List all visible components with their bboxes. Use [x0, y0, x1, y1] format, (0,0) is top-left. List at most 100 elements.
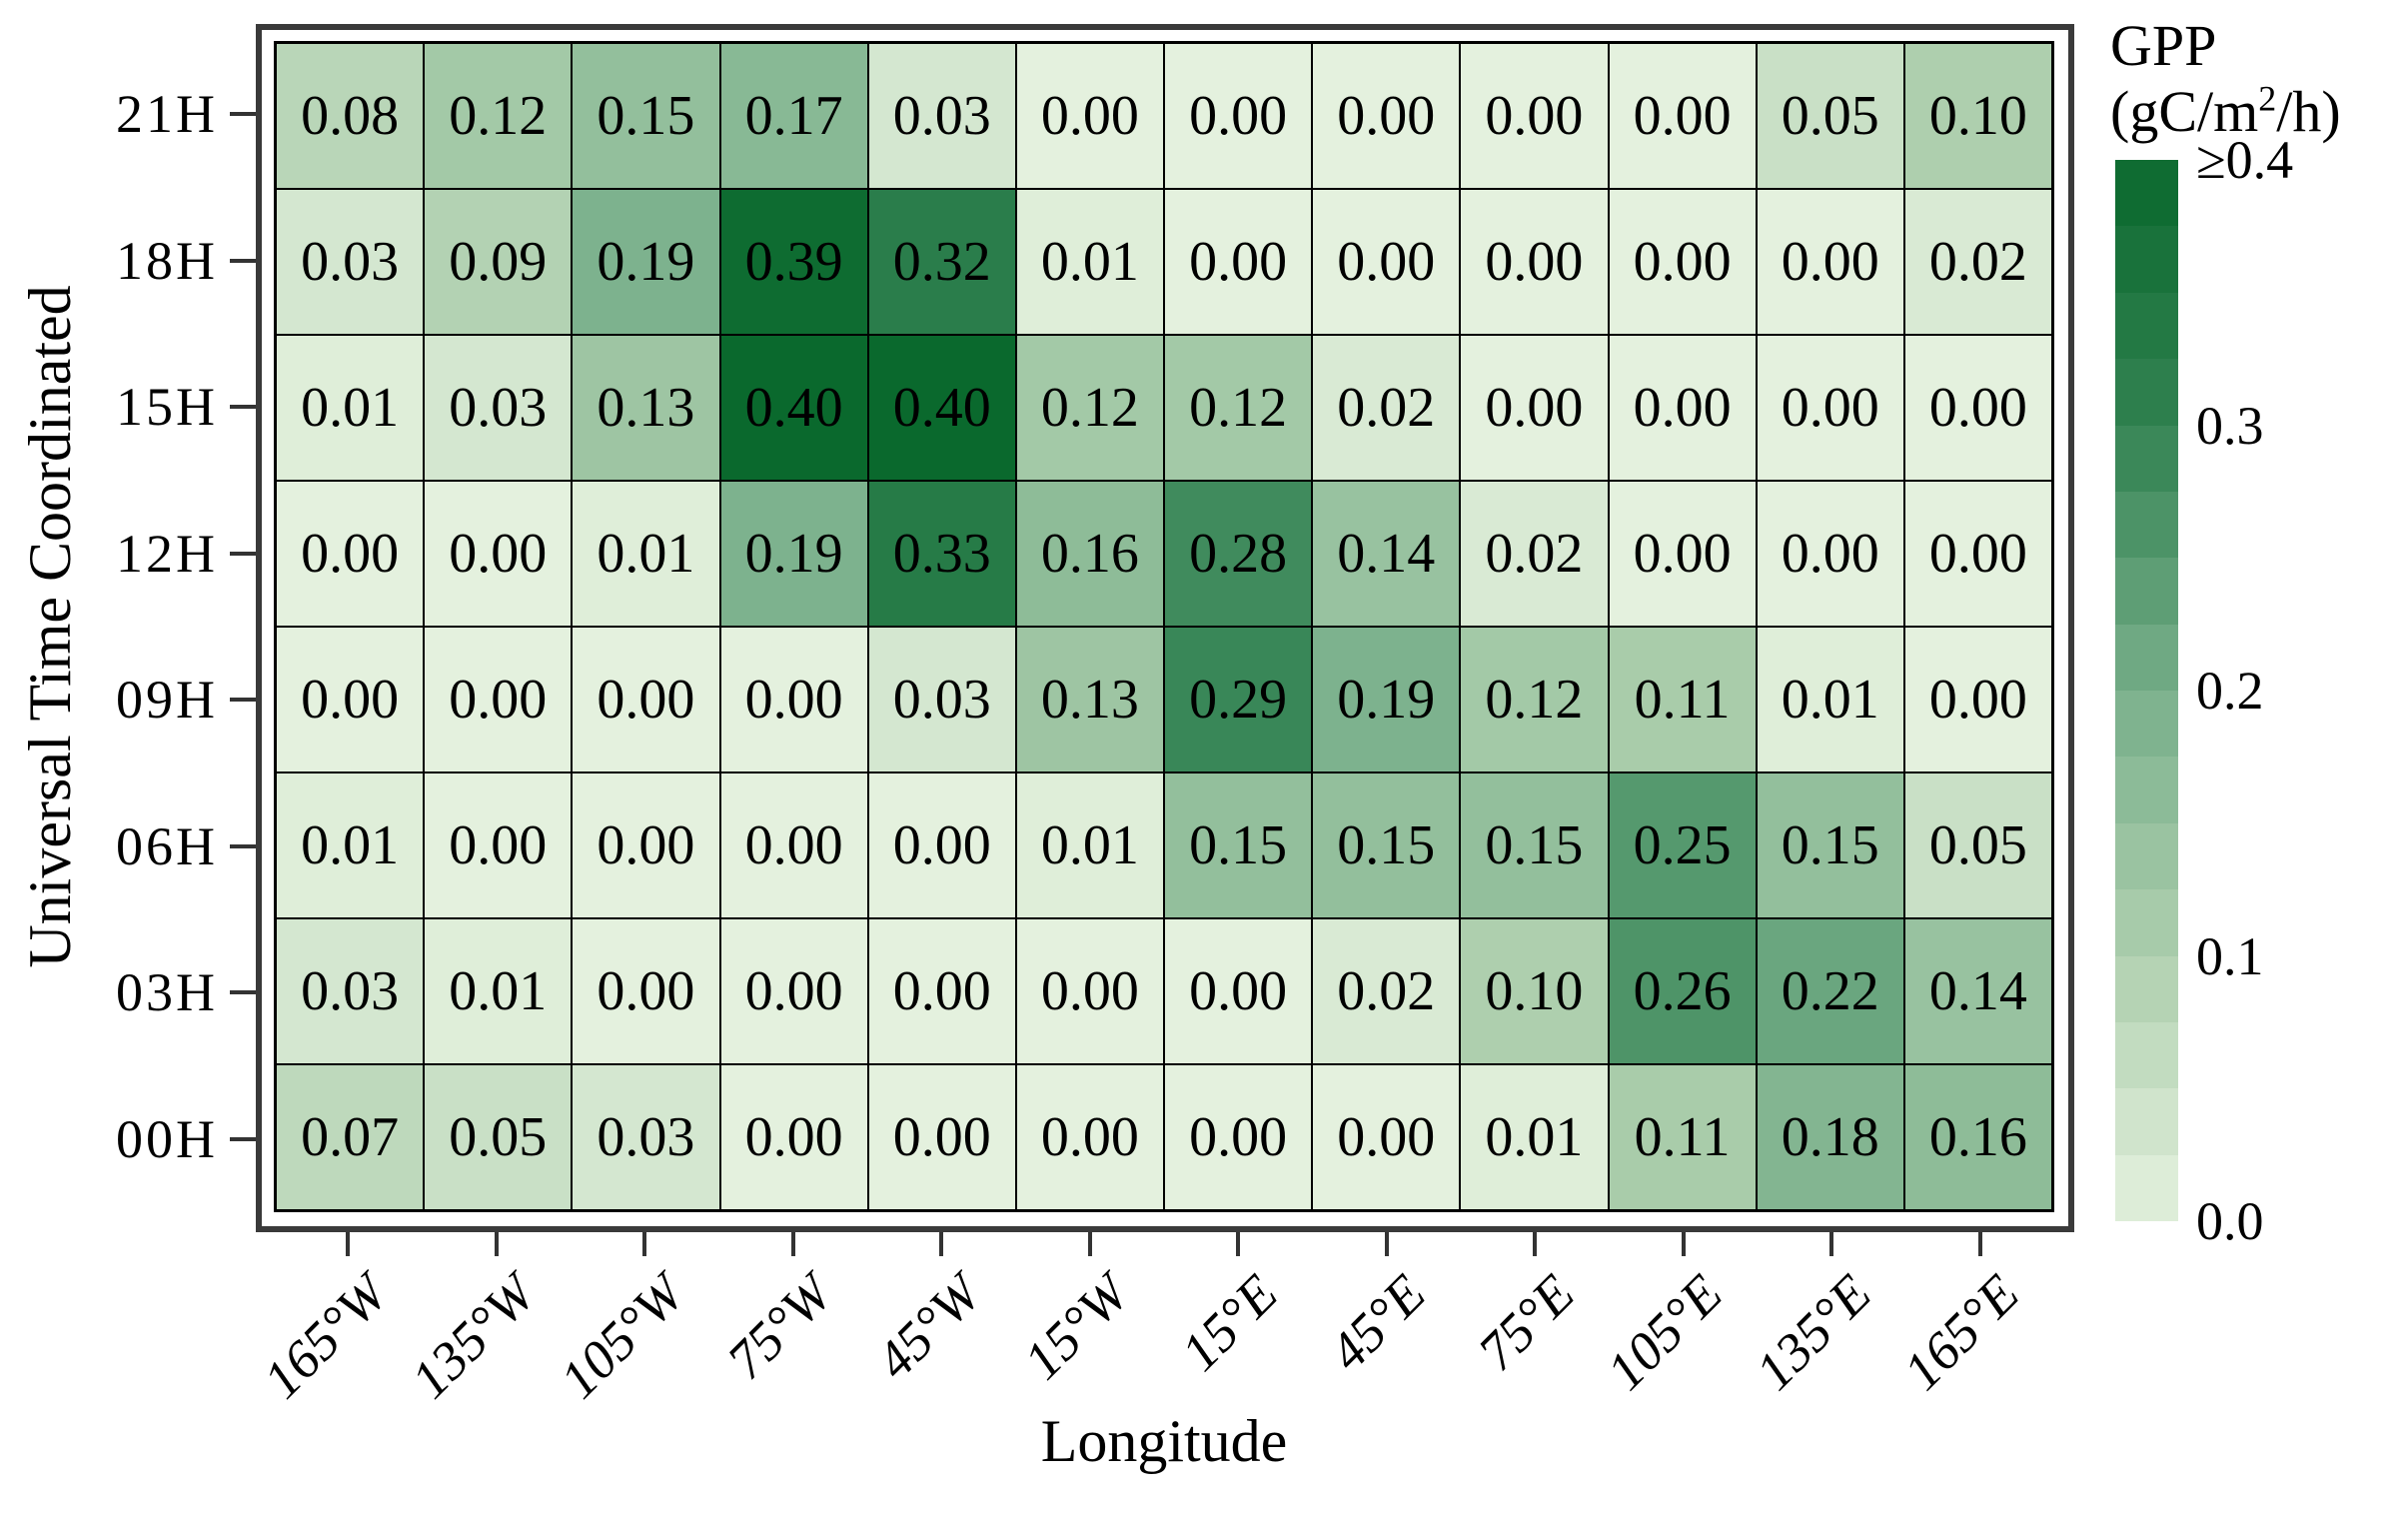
y-tick-label: 03H	[116, 962, 218, 1023]
heatmap-cell: 0.13	[572, 335, 720, 481]
heatmap-cell: 0.13	[1015, 627, 1164, 772]
heatmap-cell: 0.02	[1312, 918, 1461, 1064]
y-tick-label: 12H	[116, 523, 218, 584]
heatmap-cell: 0.19	[1312, 627, 1461, 772]
colorbar-step	[2115, 822, 2178, 890]
colorbar-step	[2115, 1154, 2178, 1221]
x-tick-label: 45°E	[1317, 1262, 1438, 1383]
y-tick-mark	[230, 1136, 256, 1141]
heatmap-cell: 0.01	[1460, 1064, 1609, 1210]
heatmap-cell: 0.15	[1460, 772, 1609, 918]
heatmap-cell: 0.00	[1460, 189, 1609, 335]
heatmap-cell: 0.14	[1312, 481, 1461, 627]
x-tick-label: 135°W	[400, 1262, 548, 1410]
x-tick-mark	[1977, 1232, 1982, 1256]
heatmap-cell: 0.01	[276, 772, 425, 918]
heatmap-cell: 0.02	[1460, 481, 1609, 627]
heatmap-cell: 0.19	[719, 481, 868, 627]
heatmap-cell: 0.01	[424, 918, 573, 1064]
colorbar-step	[2115, 226, 2178, 293]
heatmap-cell: 0.00	[1903, 481, 2052, 627]
heatmap-cell: 0.40	[867, 335, 1016, 481]
x-tick-label: 105°W	[548, 1262, 695, 1410]
heatmap-cell: 0.00	[1015, 43, 1164, 189]
x-tick-mark	[1681, 1232, 1686, 1256]
heatmap-cell: 0.00	[1164, 918, 1313, 1064]
heatmap-cell: 0.14	[1903, 918, 2052, 1064]
x-tick-mark	[1829, 1232, 1834, 1256]
colorbar-step	[2115, 1088, 2178, 1155]
colorbar-step	[2115, 425, 2178, 492]
heatmap-cell: 0.03	[867, 627, 1016, 772]
heatmap-cell: 0.00	[424, 772, 573, 918]
x-axis-title: Longitude	[1040, 1408, 1288, 1474]
heatmap-cell: 0.00	[1903, 627, 2052, 772]
colorbar-step	[2115, 491, 2178, 559]
heatmap-cell: 0.01	[572, 481, 720, 627]
y-tick-mark	[230, 112, 256, 117]
heatmap-cell: 0.18	[1756, 1064, 1904, 1210]
colorbar-step	[2115, 292, 2178, 360]
heatmap-cell: 0.32	[867, 189, 1016, 335]
heatmap-cell: 0.03	[867, 43, 1016, 189]
x-tick-label: 165°E	[1891, 1262, 2031, 1402]
heatmap-cell: 0.12	[1015, 335, 1164, 481]
heatmap-cell: 0.00	[1312, 43, 1461, 189]
heatmap-cell: 0.03	[572, 1064, 720, 1210]
heatmap-cell: 0.02	[1903, 189, 2052, 335]
heatmap-cell: 0.01	[276, 335, 425, 481]
y-tick-label: 15H	[116, 377, 218, 438]
colorbar	[2115, 160, 2178, 1221]
colorbar-tick-label: ≥0.4	[2196, 130, 2294, 190]
colorbar-step	[2115, 359, 2178, 426]
heatmap-cell: 0.00	[867, 1064, 1016, 1210]
heatmap-cell: 0.39	[719, 189, 868, 335]
colorbar-tick-label: 0.3	[2196, 395, 2264, 456]
heatmap-cell: 0.00	[1756, 189, 1904, 335]
y-tick-label: 21H	[116, 84, 218, 145]
heatmap-cell: 0.00	[1460, 43, 1609, 189]
x-tick-label: 105°E	[1595, 1262, 1735, 1402]
colorbar-title: GPP (gC/m2/h)	[2110, 13, 2341, 145]
heatmap-cell: 0.00	[1903, 335, 2052, 481]
heatmap-cell: 0.22	[1756, 918, 1904, 1064]
heatmap-cell: 0.10	[1460, 918, 1609, 1064]
heatmap-cell: 0.00	[1608, 335, 1757, 481]
heatmap-cell: 0.16	[1903, 1064, 2052, 1210]
heatmap-cell: 0.15	[1164, 772, 1313, 918]
heatmap-cell: 0.01	[1756, 627, 1904, 772]
heatmap-cell: 0.00	[1164, 43, 1313, 189]
colorbar-step	[2115, 889, 2178, 956]
x-tick-mark	[1533, 1232, 1538, 1256]
heatmap-cell: 0.00	[719, 1064, 868, 1210]
heatmap-cell: 0.12	[1460, 627, 1609, 772]
heatmap-cell: 0.00	[1015, 918, 1164, 1064]
y-tick-label: 06H	[116, 815, 218, 876]
x-tick-mark	[1087, 1232, 1092, 1256]
heatmap-cell: 0.00	[1460, 335, 1609, 481]
heatmap-cell: 0.00	[1015, 1064, 1164, 1210]
heatmap-cell: 0.01	[1015, 772, 1164, 918]
heatmap-cell: 0.00	[719, 918, 868, 1064]
heatmap-cell: 0.00	[719, 627, 868, 772]
y-tick-label: 18H	[116, 230, 218, 291]
colorbar-step	[2115, 757, 2178, 823]
y-tick-mark	[230, 551, 256, 556]
colorbar-tick-label: 0.0	[2196, 1191, 2264, 1251]
heatmap-cell: 0.02	[1312, 335, 1461, 481]
heatmap-cell: 0.00	[867, 772, 1016, 918]
heatmap-cell: 0.03	[276, 918, 425, 1064]
x-tick-mark	[346, 1232, 351, 1256]
x-tick-label: 165°W	[251, 1262, 399, 1410]
x-tick-label: 135°E	[1744, 1262, 1882, 1402]
x-tick-label: 75°W	[715, 1262, 844, 1391]
heatmap-cell: 0.15	[1756, 772, 1904, 918]
heatmap-cell: 0.00	[1164, 189, 1313, 335]
heatmap-cell: 0.05	[1903, 772, 2052, 918]
heatmap-cell: 0.00	[276, 481, 425, 627]
heatmap-cell: 0.12	[424, 43, 573, 189]
heatmap-cell: 0.25	[1608, 772, 1757, 918]
heatmap-cell: 0.00	[572, 918, 720, 1064]
colorbar-step	[2115, 558, 2178, 625]
x-tick-label: 45°W	[863, 1262, 992, 1391]
